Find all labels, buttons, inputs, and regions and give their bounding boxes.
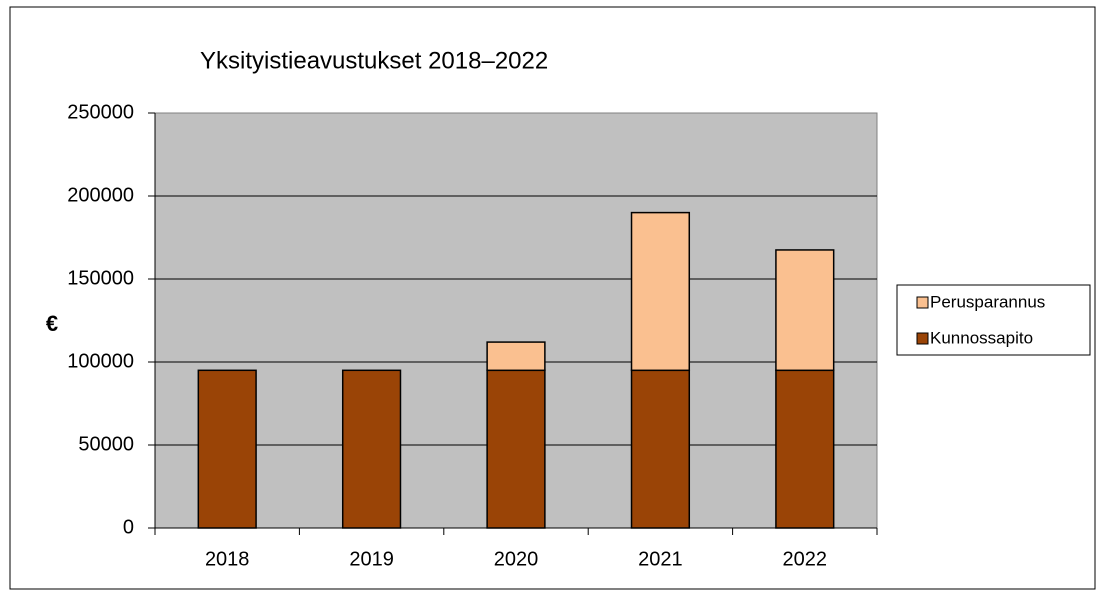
y-tick-label: 250000	[67, 101, 134, 123]
y-tick-label: 0	[123, 516, 134, 538]
x-tick-label: 2018	[205, 548, 250, 570]
x-tick-label: 2022	[783, 548, 828, 570]
bar	[630, 211, 691, 372]
x-tick-label: 2021	[638, 548, 683, 570]
x-tick-label: 2020	[494, 548, 539, 570]
y-tick-label: 150000	[67, 267, 134, 289]
y-tick-label: 50000	[78, 433, 134, 455]
bar	[775, 249, 835, 372]
x-tick-label: 2019	[349, 548, 394, 570]
legend-label: Perusparannus	[930, 292, 1045, 311]
y-tick-label: 200000	[67, 184, 134, 206]
bar	[197, 369, 257, 529]
chart-title: Yksityistieavustukset 2018–2022	[200, 47, 548, 74]
bar	[630, 369, 691, 529]
bar	[341, 369, 402, 529]
bar	[775, 369, 835, 529]
legend-box	[896, 284, 1091, 356]
bar	[486, 369, 546, 529]
bar	[486, 341, 546, 372]
y-axis-label: €	[46, 311, 58, 336]
legend-label: Kunnossapito	[930, 328, 1033, 347]
y-tick-label: 100000	[67, 350, 134, 372]
legend-swatch	[916, 296, 929, 309]
legend-swatch	[916, 332, 929, 345]
